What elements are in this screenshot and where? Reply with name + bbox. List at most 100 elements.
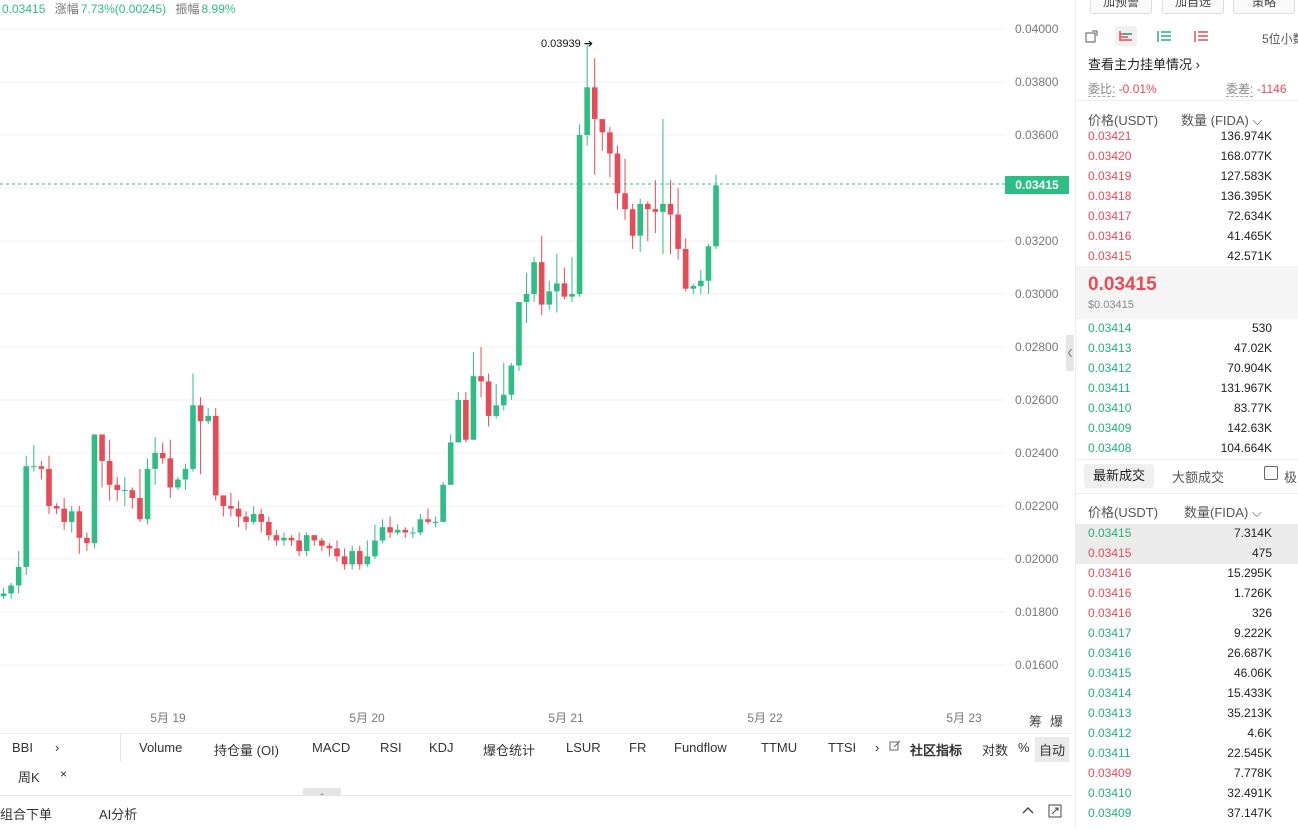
trade-row[interactable]: 0.03416 1.726K: [1088, 586, 1288, 606]
edit-icon[interactable]: [889, 740, 901, 755]
filter-checkbox[interactable]: [1264, 466, 1278, 480]
trade-row[interactable]: 0.03411 22.545K: [1088, 746, 1288, 766]
bid-row[interactable]: 0.03408 104.664K: [1088, 441, 1288, 461]
ask-row[interactable]: 0.03418 136.395K: [1088, 189, 1288, 209]
bid-row[interactable]: 0.03409 142.63K: [1088, 421, 1288, 441]
order-diff: 委差: -1146: [1226, 80, 1287, 97]
indicator-ttsi[interactable]: TTSI: [828, 740, 857, 755]
ask-row[interactable]: 0.03419 127.583K: [1088, 169, 1288, 189]
trade-row[interactable]: 0.03410 32.491K: [1088, 786, 1288, 806]
indicator-lsur[interactable]: LSUR: [566, 740, 601, 755]
percent-scale-toggle[interactable]: %: [1018, 740, 1030, 755]
indicator-macd[interactable]: MACD: [312, 740, 351, 755]
candle-body: [197, 405, 204, 422]
chevron-down-icon: ⌵: [1251, 505, 1262, 520]
trade-row[interactable]: 0.03414 15.433K: [1088, 686, 1288, 706]
auto-scale-toggle[interactable]: 自动: [1035, 737, 1070, 762]
bid-row[interactable]: 0.03412 70.904K: [1088, 361, 1288, 381]
ask-row[interactable]: 0.03415 42.571K: [1088, 249, 1288, 269]
trade-row[interactable]: 0.03412 4.6K: [1088, 726, 1288, 746]
trade-row[interactable]: 0.03416 26.687K: [1088, 646, 1288, 666]
panel-collapse-handle[interactable]: [1066, 335, 1074, 371]
candle-body: [554, 283, 560, 292]
candle-body: [144, 468, 151, 520]
ask-row[interactable]: 0.03417 72.634K: [1088, 209, 1288, 229]
candle-body: [23, 466, 30, 567]
trade-row[interactable]: 0.03415 7.314K: [1088, 526, 1288, 546]
bid-row[interactable]: 0.03410 83.77K: [1088, 401, 1288, 421]
chevron-right-icon[interactable]: ›: [55, 740, 60, 755]
trades-qty-header[interactable]: 数量(FIDA) ⌵: [1184, 505, 1262, 520]
indicator-liquidation-stats[interactable]: 爆仓统计: [483, 743, 536, 758]
candle-body: [8, 585, 14, 594]
candle-body: [463, 400, 469, 440]
ai-analysis-tab[interactable]: AI分析: [99, 807, 138, 822]
trade-row[interactable]: 0.03413 35.213K: [1088, 706, 1288, 726]
indicator-ttmu[interactable]: TTMU: [761, 740, 798, 755]
trade-row[interactable]: 0.03415 475: [1088, 546, 1288, 566]
bid-row[interactable]: 0.03413 47.02K: [1088, 341, 1288, 361]
candle-body: [334, 548, 340, 557]
indicator-fundflow[interactable]: Fundflow: [674, 740, 727, 755]
trade-row[interactable]: 0.03415 46.06K: [1088, 666, 1288, 686]
trade-row[interactable]: 0.03409 7.778K: [1088, 766, 1288, 786]
indicator-open-interest[interactable]: 持仓量 (OI): [214, 743, 279, 758]
kline-chart[interactable]: 0.03415 涨幅 7.73%(0.00245) 振幅 8.99% 0.03939…: [0, 0, 1072, 732]
ask-row[interactable]: 0.03421 136.974K: [1088, 129, 1288, 149]
candle-body: [493, 405, 499, 416]
orderbook-bids-view-icon[interactable]: [1156, 29, 1172, 46]
ask-row[interactable]: 0.03420 168.077K: [1088, 149, 1288, 169]
indicator-bbi[interactable]: BBI: [12, 740, 33, 755]
log-scale-toggle[interactable]: 对数: [982, 743, 1009, 758]
orderbook-both-view-icon[interactable]: [1115, 26, 1137, 46]
expand-icon[interactable]: [1085, 30, 1099, 47]
strategy-button[interactable]: 策略: [1233, 0, 1295, 14]
x-axis-tick-label: 5月 20: [349, 711, 385, 725]
kline-chart-svg[interactable]: [0, 0, 1072, 732]
candle-body: [500, 394, 507, 406]
trade-row[interactable]: 0.03409 37.147K: [1088, 806, 1288, 826]
indicator-fr[interactable]: FR: [629, 740, 647, 755]
y-axis-tick-label: 0.02000: [1015, 552, 1059, 566]
candle-body: [228, 506, 234, 509]
community-indicators[interactable]: 社区指标: [910, 743, 963, 758]
tab-latest-trades[interactable]: 最新成交: [1084, 464, 1154, 488]
main-orders-link[interactable]: 查看主力挂单情况 ›: [1088, 57, 1200, 72]
add-watchlist-button[interactable]: 加自选: [1162, 0, 1224, 14]
indicator-kdj[interactable]: KDJ: [429, 740, 454, 755]
ask-row-qty: 41.465K: [1227, 229, 1272, 243]
combo-order-tab[interactable]: 组合下单: [0, 807, 53, 822]
candle-body: [273, 535, 280, 541]
indicator-rsi[interactable]: RSI: [380, 740, 402, 755]
close-icon[interactable]: ×: [60, 767, 68, 781]
chip-distribution-toggle[interactable]: 筹: [1029, 714, 1043, 729]
tab-large-trades[interactable]: 大额成交: [1172, 470, 1225, 485]
liquidation-toggle[interactable]: 爆: [1050, 714, 1064, 729]
candle-body: [478, 376, 484, 382]
chevron-right-icon[interactable]: ›: [875, 740, 880, 755]
ask-row[interactable]: 0.03416 41.465K: [1088, 229, 1288, 249]
popout-icon[interactable]: [1048, 804, 1062, 821]
trade-row[interactable]: 0.03417 9.222K: [1088, 626, 1288, 646]
trade-row[interactable]: 0.03416 15.295K: [1088, 566, 1288, 586]
candle-body: [152, 453, 158, 469]
add-alert-button[interactable]: 加预警: [1090, 0, 1152, 14]
chevron-up-icon[interactable]: [1022, 804, 1034, 819]
trade-row-price: 0.03416: [1088, 646, 1132, 660]
order-ratio: 委比: -0.01%: [1088, 80, 1157, 97]
orderbook-asks-view-icon[interactable]: [1193, 29, 1209, 46]
book-qty-header[interactable]: 数量 (FIDA) ⌵: [1181, 113, 1263, 128]
candle-body: [167, 458, 174, 488]
candle-body: [129, 490, 136, 499]
last-price-tag: 0.03415: [1005, 176, 1069, 194]
bid-row-price: 0.03408: [1088, 441, 1132, 455]
candle-body: [432, 521, 439, 523]
decimals-select[interactable]: 5位小数: [1262, 32, 1298, 46]
high-price-marker: 0.03939 ➔: [541, 38, 594, 50]
bid-row[interactable]: 0.03411 131.967K: [1088, 381, 1288, 401]
bid-row[interactable]: 0.03414 530: [1088, 321, 1288, 341]
indicator-volume[interactable]: Volume: [139, 740, 183, 755]
period-tag[interactable]: 周K: [18, 770, 40, 785]
book-price-header: 价格(USDT): [1088, 113, 1159, 128]
trade-row[interactable]: 0.03416 326: [1088, 606, 1288, 626]
